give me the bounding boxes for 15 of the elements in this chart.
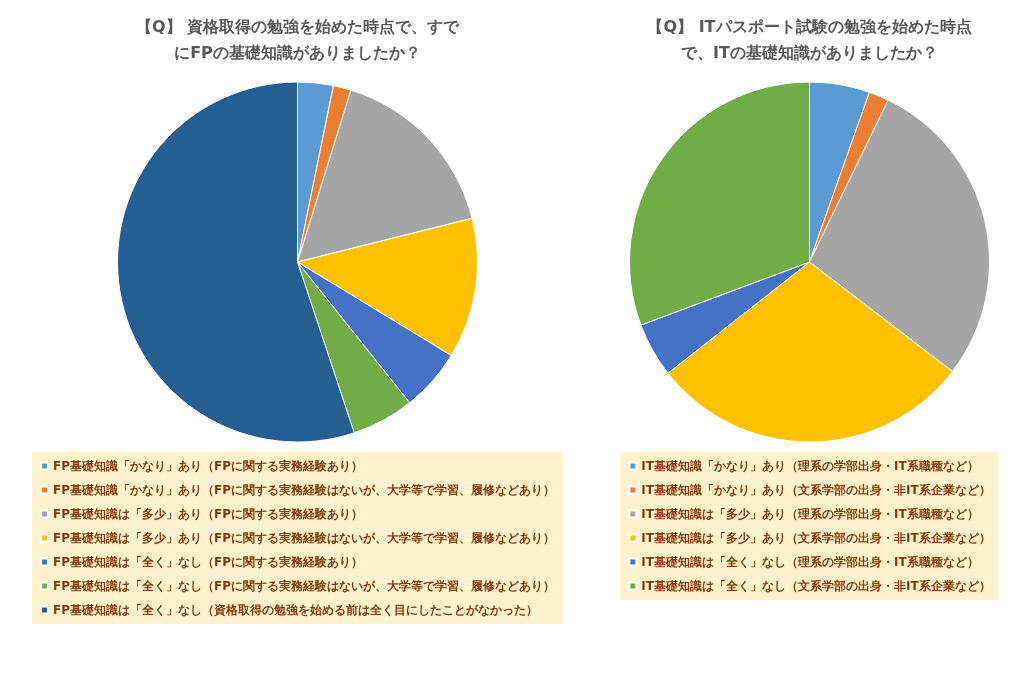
- legend-label: FP基礎知識は「全く」なし（FPに関する実務経験あり）: [53, 555, 363, 569]
- legend-label: IT基礎知識「かなり」あり（文系学部の出身・非IT系企業など）: [641, 483, 991, 497]
- chart-title: 【Q】 ITパスポート試験の勉強を始めた時点で、ITの基礎知識がありましたか？: [647, 16, 972, 62]
- legend-label: IT基礎知識「かなり」あり（理系の学部出身・IT系職種など）: [641, 459, 979, 473]
- legend-label: FP基礎知識は「多少」あり（FPに関する実務経験あり）: [53, 507, 363, 521]
- legend-label: FP基礎知識は「多少」あり（FPに関する実務経験はないが、大学等で学習、履修などあり）: [53, 531, 555, 545]
- chart-title: 【Q】 資格取得の勉強を始めた時点で、すでにFPの基礎知識がありましたか？: [135, 16, 461, 62]
- legend-label: IT基礎知識は「多少」あり（文系学部の出身・非IT系企業など）: [641, 531, 991, 545]
- legend-label: IT基礎知識は「多少」あり（理系の学部出身・IT系職種など）: [641, 507, 979, 521]
- legend-label: FP基礎知識「かなり」あり（FPに関する実務経験はないが、大学等で学習、履修などあり）: [53, 483, 555, 497]
- legend-label: FP基礎知識は「全く」なし（FPに関する実務経験はないが、大学等で学習、履修などあり）: [53, 579, 555, 593]
- legend-label: FP基礎知識は「全く」なし（資格取得の勉強を始める前は全く目にしたことがなかった）: [53, 603, 539, 617]
- legend-label: IT基礎知識は「全く」なし（理系の学部出身・IT系職種など）: [641, 555, 979, 569]
- legend-label: FP基礎知識「かなり」あり（FPに関する実務経験あり）: [53, 459, 363, 473]
- legend-label: IT基礎知識は「全く」なし（文系学部の出身・非IT系企業など）: [641, 579, 991, 593]
